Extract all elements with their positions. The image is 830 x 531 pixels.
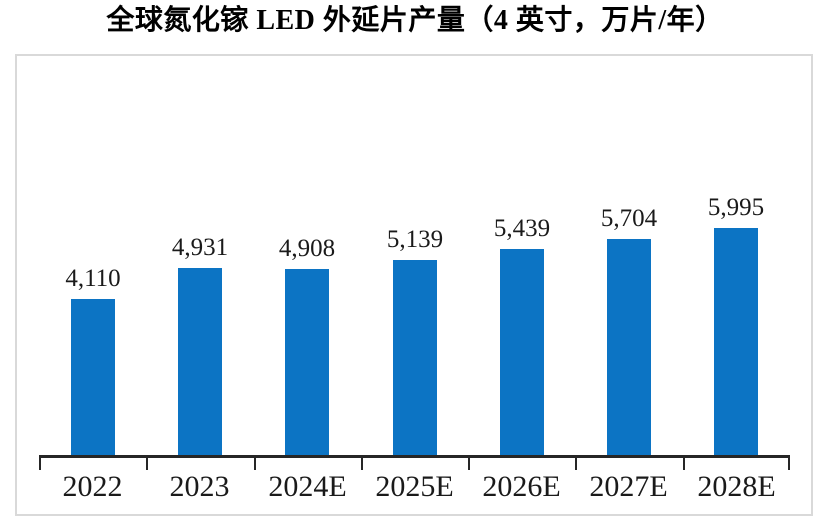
bar-value-label: 5,139 xyxy=(386,226,444,253)
bar-2026E xyxy=(500,249,544,455)
bar-value-label: 4,931 xyxy=(171,234,229,261)
x-axis-tick xyxy=(788,458,790,470)
chart-frame: 4,110 4,931 4,908 5,139 5,439 5,704 5,995 2022… xyxy=(15,54,813,516)
x-axis-label: 2028E xyxy=(697,470,776,503)
x-axis-label: 2023 xyxy=(169,470,230,503)
x-axis-tick xyxy=(683,458,685,470)
bar-2025E xyxy=(393,260,437,455)
x-axis-labels: 2022 2023 2024E 2025E 2026E 2027E 2028E xyxy=(39,469,790,509)
bar-2027E xyxy=(607,239,651,455)
bar-value-label: 4,110 xyxy=(65,265,121,292)
x-axis-line xyxy=(39,455,790,470)
bar-2023 xyxy=(178,268,222,455)
x-axis-label: 2027E xyxy=(589,470,668,503)
bar-2028E xyxy=(714,228,758,455)
x-axis-tick xyxy=(39,458,41,470)
x-axis-label: 2026E xyxy=(482,470,561,503)
x-axis-label: 2024E xyxy=(268,470,347,503)
bar-2022 xyxy=(71,299,115,455)
x-axis-label: 2025E xyxy=(375,470,454,503)
chart-title: 全球氮化镓 LED 外延片产量（4 英寸，万片/年） xyxy=(106,5,724,36)
bar-value-label: 5,995 xyxy=(707,194,765,221)
x-axis-tick xyxy=(146,458,148,470)
bar-2024E xyxy=(285,269,329,455)
x-axis-tick xyxy=(575,458,577,470)
x-axis-tick xyxy=(361,458,363,470)
bar-value-label: 5,439 xyxy=(493,215,551,242)
x-axis-tick xyxy=(468,458,470,470)
bar-value-label: 4,908 xyxy=(278,235,336,262)
x-axis-tick xyxy=(254,458,256,470)
plot-area: 4,110 4,931 4,908 5,139 5,439 5,704 5,995 xyxy=(39,56,790,455)
bar-value-label: 5,704 xyxy=(600,205,658,232)
x-axis-label: 2022 xyxy=(62,470,123,503)
